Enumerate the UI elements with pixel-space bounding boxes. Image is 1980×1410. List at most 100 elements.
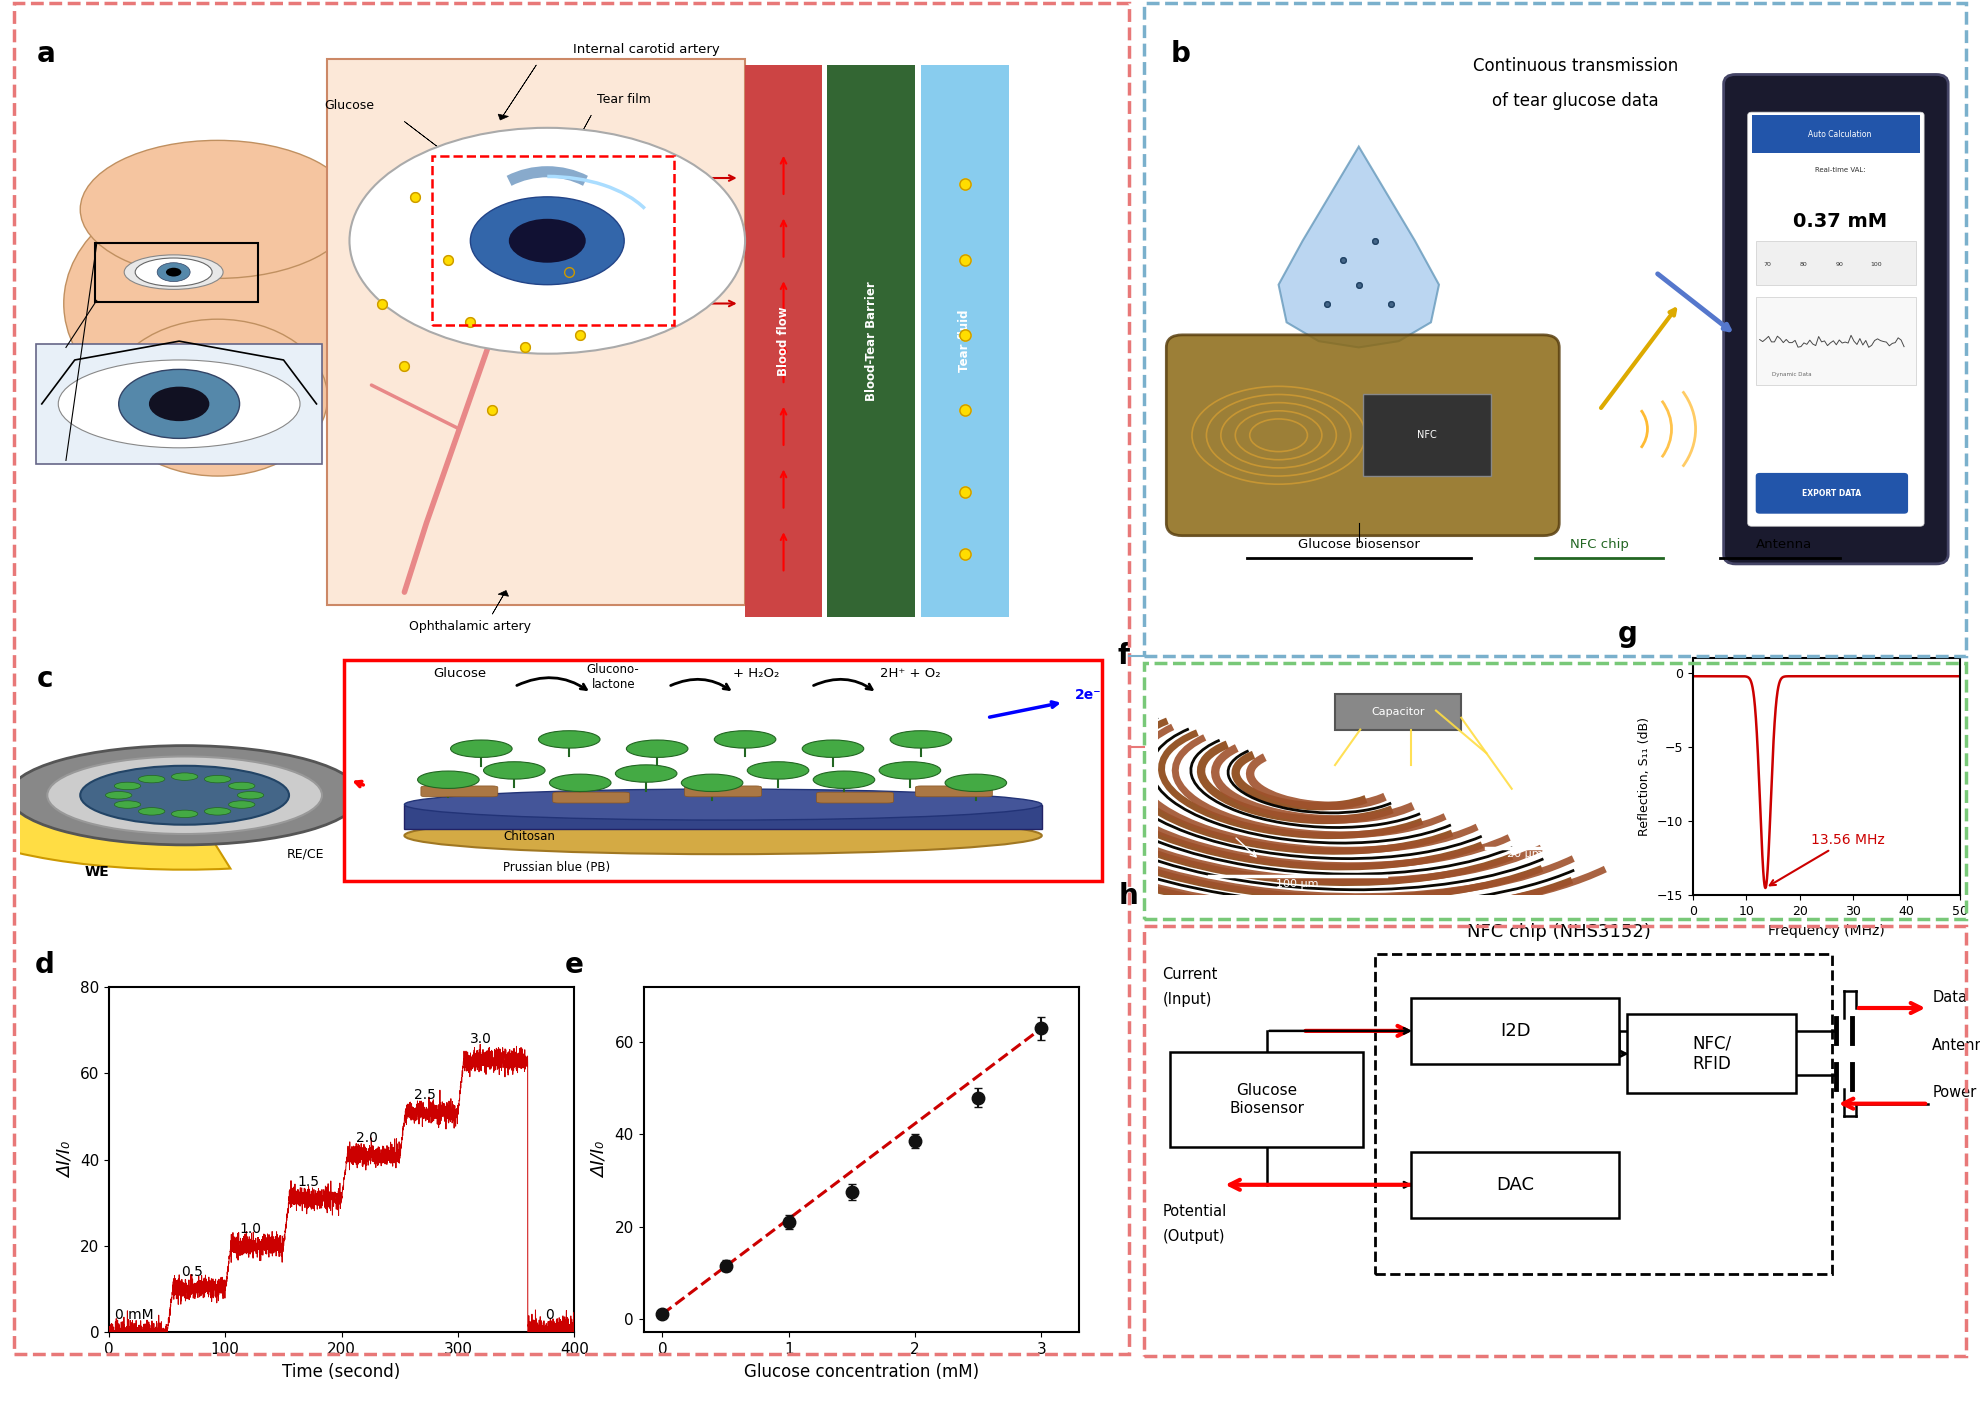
Circle shape [626, 740, 687, 757]
FancyBboxPatch shape [372, 860, 481, 876]
FancyBboxPatch shape [1362, 395, 1491, 477]
Circle shape [81, 766, 289, 825]
Text: (Output): (Output) [1162, 1230, 1226, 1244]
Ellipse shape [107, 319, 327, 477]
Circle shape [115, 783, 141, 790]
Y-axis label: ΔI/I₀: ΔI/I₀ [55, 1142, 73, 1177]
Circle shape [172, 773, 198, 780]
Circle shape [746, 761, 808, 780]
FancyBboxPatch shape [1412, 1152, 1620, 1218]
Text: 2e⁻: 2e⁻ [1075, 688, 1101, 702]
FancyBboxPatch shape [1335, 694, 1461, 729]
Text: DAC: DAC [1497, 1176, 1535, 1194]
Text: Chitosan: Chitosan [503, 829, 554, 843]
Ellipse shape [404, 816, 1041, 854]
FancyBboxPatch shape [372, 830, 422, 845]
Circle shape [471, 197, 624, 285]
Ellipse shape [148, 386, 210, 422]
Text: NFC: NFC [1418, 430, 1437, 440]
Text: RE/CE: RE/CE [287, 847, 325, 860]
Text: 0.37 mM: 0.37 mM [1792, 213, 1887, 231]
Text: 3.0: 3.0 [469, 1032, 491, 1046]
Circle shape [509, 219, 586, 262]
Text: I2D: I2D [1499, 1022, 1531, 1041]
Circle shape [350, 128, 744, 354]
FancyBboxPatch shape [1748, 113, 1925, 526]
FancyBboxPatch shape [816, 792, 893, 802]
Text: NFC chip (NHS3152): NFC chip (NHS3152) [1467, 924, 1651, 942]
FancyBboxPatch shape [921, 65, 1010, 618]
Circle shape [539, 730, 600, 749]
Text: 90: 90 [1835, 262, 1843, 266]
FancyBboxPatch shape [1756, 298, 1917, 385]
Text: Capacitor: Capacitor [1372, 706, 1426, 716]
Circle shape [483, 761, 544, 780]
Ellipse shape [404, 790, 1041, 821]
Text: WE: WE [85, 864, 109, 878]
FancyBboxPatch shape [36, 344, 323, 464]
Wedge shape [0, 795, 230, 870]
Ellipse shape [125, 255, 224, 289]
Text: (Input): (Input) [1162, 991, 1212, 1007]
Circle shape [418, 771, 479, 788]
Text: 13.56 MHz: 13.56 MHz [1770, 832, 1885, 885]
Circle shape [616, 764, 677, 783]
Text: e: e [564, 952, 584, 979]
Circle shape [8, 746, 360, 845]
FancyBboxPatch shape [1756, 472, 1909, 513]
FancyBboxPatch shape [327, 59, 744, 605]
Text: c: c [36, 666, 53, 692]
FancyBboxPatch shape [1756, 241, 1917, 285]
Text: Dynamic Data: Dynamic Data [1772, 372, 1812, 376]
Ellipse shape [156, 262, 190, 282]
Text: h: h [1119, 883, 1138, 909]
FancyBboxPatch shape [404, 805, 1041, 829]
Text: Real-time VAL:: Real-time VAL: [1814, 166, 1865, 173]
Text: Glucose: Glucose [325, 99, 374, 111]
Ellipse shape [166, 268, 182, 276]
Text: Current: Current [1162, 967, 1218, 981]
FancyBboxPatch shape [552, 792, 630, 802]
Text: f: f [1119, 642, 1131, 670]
Ellipse shape [57, 360, 301, 448]
Circle shape [48, 756, 323, 833]
Text: Tear film: Tear film [598, 93, 651, 106]
X-axis label: Frequency (MHz): Frequency (MHz) [1768, 924, 1885, 938]
FancyArrow shape [493, 591, 509, 615]
FancyBboxPatch shape [915, 785, 992, 797]
Text: Antenna: Antenna [1932, 1038, 1980, 1053]
Circle shape [228, 801, 255, 808]
FancyBboxPatch shape [422, 785, 497, 797]
FancyBboxPatch shape [828, 65, 915, 618]
Text: Data: Data [1932, 990, 1968, 1005]
Text: 1.5: 1.5 [297, 1175, 319, 1189]
Ellipse shape [63, 185, 372, 423]
Ellipse shape [81, 141, 354, 278]
Text: Blood-Tear Barrier: Blood-Tear Barrier [865, 281, 877, 400]
Text: 70: 70 [1764, 262, 1772, 266]
Circle shape [944, 774, 1006, 791]
Text: Glucose
Biosensor: Glucose Biosensor [1230, 1083, 1305, 1115]
Circle shape [172, 811, 198, 818]
Text: NFC/
RFID: NFC/ RFID [1693, 1035, 1731, 1073]
Text: NFC chip: NFC chip [1570, 539, 1630, 551]
Text: 80: 80 [1800, 262, 1808, 266]
Text: b: b [1170, 39, 1190, 68]
Text: Tear fluid: Tear fluid [958, 310, 972, 372]
Text: EXPORT DATA: EXPORT DATA [1802, 489, 1861, 498]
X-axis label: Glucose concentration (mM): Glucose concentration (mM) [744, 1362, 978, 1380]
Text: 0: 0 [544, 1308, 554, 1323]
FancyBboxPatch shape [685, 785, 762, 797]
FancyArrow shape [404, 121, 475, 176]
Text: 2.0: 2.0 [356, 1131, 378, 1145]
Text: 2H⁺ + O₂: 2H⁺ + O₂ [879, 667, 940, 681]
FancyBboxPatch shape [1725, 75, 1948, 564]
Text: 100 μm: 100 μm [1275, 878, 1319, 890]
Text: Glucose biosensor: Glucose biosensor [1297, 539, 1420, 551]
Circle shape [238, 791, 263, 799]
Ellipse shape [119, 369, 240, 439]
Text: Glucose: Glucose [434, 667, 485, 681]
Text: Glucono-
lactone: Glucono- lactone [586, 663, 640, 691]
Text: g: g [1618, 620, 1637, 647]
Circle shape [451, 740, 513, 757]
